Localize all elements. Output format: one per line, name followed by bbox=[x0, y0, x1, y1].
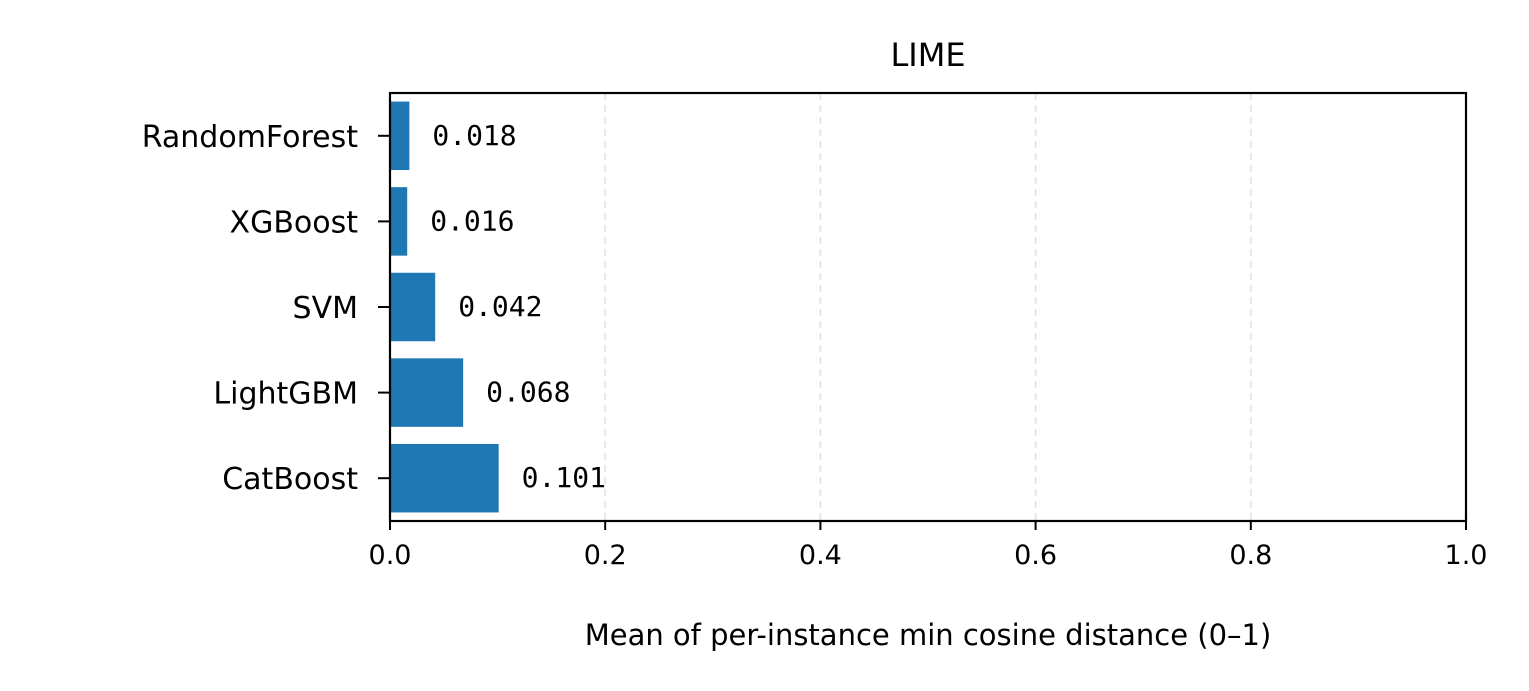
value-label-xgboost: 0.016 bbox=[430, 204, 514, 237]
value-label-catboost: 0.101 bbox=[522, 461, 606, 494]
y-tick-label-randomforest: RandomForest bbox=[142, 120, 359, 155]
y-tick-label-svm: SVM bbox=[293, 291, 358, 326]
bars bbox=[390, 101, 499, 513]
value-label-svm: 0.042 bbox=[458, 290, 542, 323]
y-tick-label-xgboost: XGBoost bbox=[230, 205, 359, 240]
x-tick-label-4: 0.8 bbox=[1229, 540, 1272, 571]
bar-randomforest bbox=[390, 101, 410, 171]
bar-catboost bbox=[390, 443, 499, 513]
x-tick-label-1: 0.2 bbox=[584, 540, 627, 571]
value-labels: 0.018 0.016 0.042 0.068 0.101 bbox=[430, 119, 606, 494]
value-label-lightgbm: 0.068 bbox=[486, 376, 570, 409]
bar-lightgbm bbox=[390, 358, 464, 427]
x-axis-label: Mean of per-instance min cosine distance… bbox=[585, 618, 1272, 652]
grid-lines bbox=[604, 93, 1252, 521]
y-axis-ticks: RandomForest XGBoost SVM LightGBM CatBoost bbox=[142, 120, 390, 497]
x-axis-ticks: 0.0 0.2 0.4 0.6 0.8 1.0 bbox=[369, 521, 1488, 571]
x-tick-label-0: 0.0 bbox=[369, 540, 412, 571]
bar-svm bbox=[390, 272, 436, 342]
plot-frame bbox=[388, 91, 1468, 523]
bar-xgboost bbox=[390, 187, 408, 256]
x-tick-label-3: 0.6 bbox=[1014, 540, 1057, 571]
x-tick-label-5: 1.0 bbox=[1445, 540, 1488, 571]
y-tick-label-lightgbm: LightGBM bbox=[213, 377, 358, 412]
chart-title: LIME bbox=[890, 36, 965, 74]
x-tick-label-2: 0.4 bbox=[799, 540, 842, 571]
value-label-randomforest: 0.018 bbox=[432, 119, 516, 152]
y-tick-label-catboost: CatBoost bbox=[222, 462, 358, 497]
